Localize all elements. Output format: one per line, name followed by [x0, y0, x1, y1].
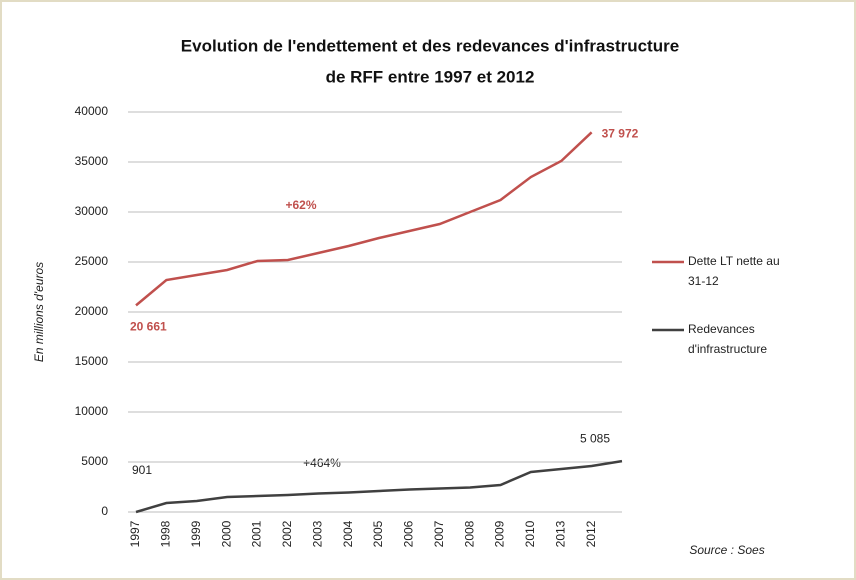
y-axis-label: En millions d'euros	[32, 262, 46, 362]
y-tick-label: 35000	[75, 154, 109, 168]
x-tick-label: 1999	[189, 520, 203, 547]
series-line	[135, 131, 593, 307]
x-tick-label: 2008	[462, 520, 476, 547]
chart-title: de RFF entre 1997 et 2012	[326, 67, 535, 86]
value-label: 20 661	[130, 320, 167, 334]
y-tick-label: 0	[101, 504, 108, 518]
x-tick-label: 2006	[402, 520, 416, 547]
source: Source : Soes	[689, 543, 764, 557]
x-tick-label: 2005	[371, 520, 385, 547]
legend-label: Redevances d'infrastructure	[688, 322, 767, 356]
x-tick-label: 2012	[584, 520, 598, 547]
value-label: 5 085	[580, 431, 610, 445]
y-tick-label: 5000	[81, 454, 108, 468]
x-tick-label: 2010	[523, 520, 537, 547]
y-tick-label: 15000	[75, 354, 109, 368]
x-tick-label: 2001	[250, 520, 264, 547]
x-tick-label: 2013	[553, 520, 567, 547]
x-tick-label: 2004	[341, 520, 355, 547]
y-tick-label: 30000	[75, 204, 109, 218]
x-tick-label: 2003	[310, 520, 324, 547]
x-tick-label: 1997	[128, 520, 142, 547]
y-tick-label: 10000	[75, 404, 109, 418]
y-tick-label: 40000	[75, 104, 109, 118]
y-tick-label: 20000	[75, 304, 109, 318]
x-tick-label: 2000	[219, 520, 233, 547]
y-tick-label: 25000	[75, 254, 109, 268]
x-tick-label: 2007	[432, 520, 446, 547]
x-tick-label: 2009	[493, 520, 507, 547]
series-line	[135, 459, 623, 514]
value-label: 37 972	[602, 126, 639, 140]
legend-label: Dette LT nette au 31-12	[688, 254, 780, 288]
x-tick-label: 1998	[159, 520, 173, 547]
annotation: +62%	[285, 198, 316, 212]
x-tick-label: 2002	[280, 520, 294, 547]
chart-title: Evolution de l'endettement et des redeva…	[181, 36, 679, 55]
annotation: +464%	[303, 456, 341, 470]
value-label: 901	[132, 463, 152, 477]
